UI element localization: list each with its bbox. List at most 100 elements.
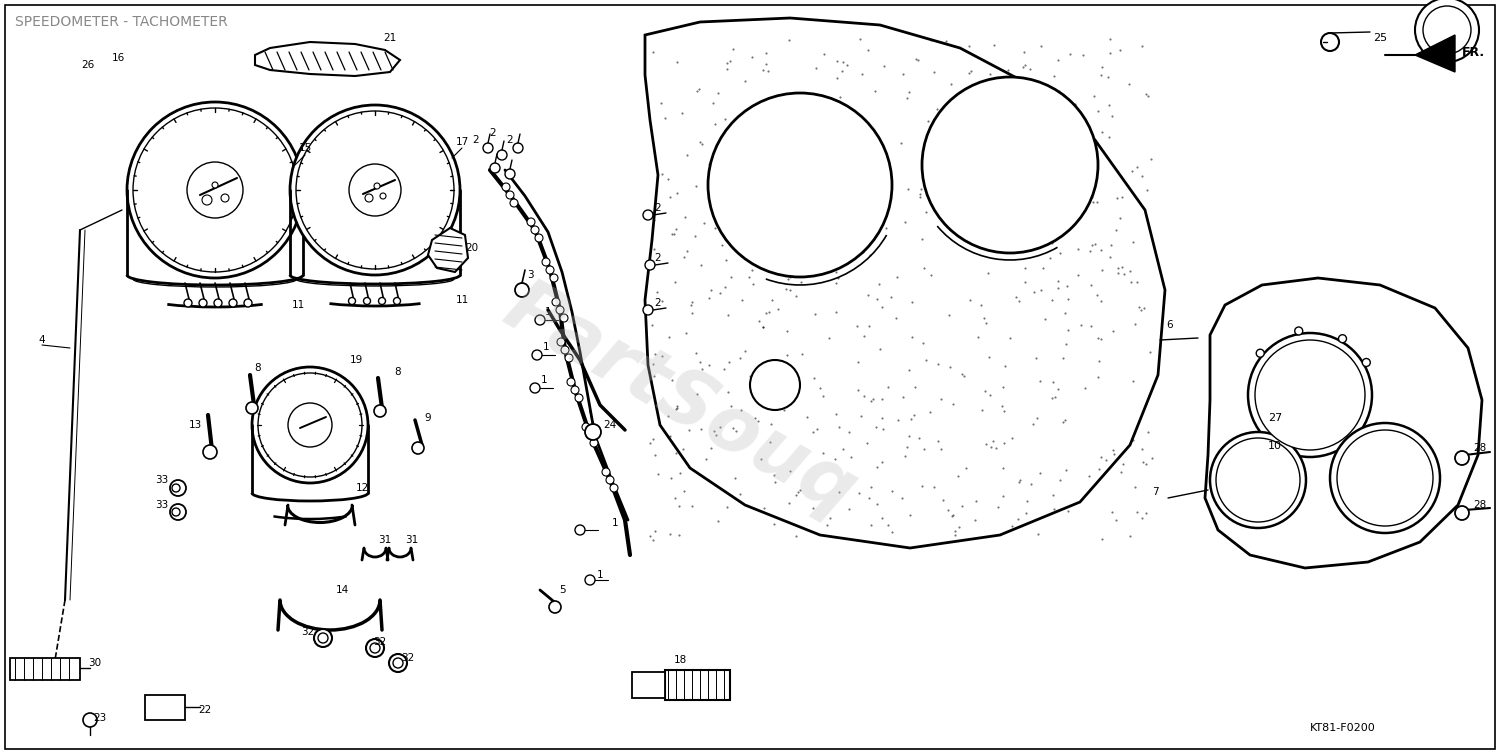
Circle shape	[244, 299, 252, 307]
Circle shape	[513, 143, 523, 153]
Text: 2: 2	[654, 203, 662, 213]
Circle shape	[644, 305, 652, 315]
Text: 8: 8	[255, 363, 261, 373]
Circle shape	[1294, 327, 1302, 335]
Text: KT81-F0200: KT81-F0200	[1310, 723, 1376, 733]
Circle shape	[1256, 349, 1264, 357]
Circle shape	[230, 299, 237, 307]
Circle shape	[1216, 438, 1300, 522]
Circle shape	[170, 480, 186, 496]
Circle shape	[510, 199, 518, 207]
Circle shape	[363, 298, 370, 305]
Text: 33: 33	[156, 475, 168, 485]
Circle shape	[1414, 0, 1479, 62]
Circle shape	[1222, 412, 1242, 432]
Text: 3: 3	[526, 270, 534, 280]
Text: 1: 1	[612, 518, 618, 528]
Polygon shape	[10, 658, 80, 680]
Text: 15: 15	[298, 143, 312, 153]
Circle shape	[374, 405, 386, 417]
Polygon shape	[664, 670, 730, 700]
Text: 9: 9	[424, 413, 432, 423]
Polygon shape	[632, 672, 664, 698]
Circle shape	[366, 639, 384, 657]
Text: 24: 24	[603, 420, 616, 430]
Text: 31: 31	[405, 535, 418, 545]
Text: 16: 16	[111, 53, 125, 63]
Circle shape	[546, 266, 554, 274]
Circle shape	[374, 183, 380, 189]
Circle shape	[202, 445, 217, 459]
Text: 31: 31	[378, 535, 392, 545]
Circle shape	[532, 350, 542, 360]
Text: 2: 2	[489, 128, 496, 138]
Circle shape	[645, 260, 656, 270]
Circle shape	[1322, 33, 1340, 51]
Circle shape	[572, 386, 579, 394]
Text: FR.: FR.	[1462, 45, 1485, 59]
Circle shape	[1227, 417, 1238, 427]
Circle shape	[506, 191, 515, 199]
Text: 28: 28	[1473, 443, 1486, 453]
Circle shape	[378, 298, 386, 305]
Circle shape	[556, 338, 566, 346]
Circle shape	[708, 93, 892, 277]
Circle shape	[610, 484, 618, 492]
Circle shape	[1218, 438, 1242, 462]
Polygon shape	[146, 695, 184, 720]
Circle shape	[503, 183, 510, 191]
Text: 2: 2	[654, 253, 662, 263]
Circle shape	[530, 383, 540, 393]
Text: 7: 7	[1152, 487, 1158, 497]
Circle shape	[561, 346, 568, 354]
Text: 6: 6	[1167, 320, 1173, 330]
Circle shape	[211, 182, 217, 188]
Text: 22: 22	[198, 705, 211, 715]
Text: 1: 1	[543, 342, 549, 352]
Circle shape	[296, 111, 454, 269]
Circle shape	[388, 654, 406, 672]
Text: 10: 10	[1268, 441, 1282, 451]
Circle shape	[1330, 423, 1440, 533]
Text: 27: 27	[1268, 413, 1282, 423]
Text: 23: 23	[93, 713, 106, 723]
Text: 2: 2	[654, 298, 662, 308]
Circle shape	[602, 468, 610, 476]
Circle shape	[531, 226, 538, 234]
Circle shape	[172, 508, 180, 516]
Circle shape	[606, 476, 613, 484]
Polygon shape	[427, 228, 468, 272]
Text: 25: 25	[1372, 33, 1388, 43]
Text: 20: 20	[465, 243, 478, 253]
Circle shape	[536, 315, 544, 325]
Circle shape	[490, 163, 500, 173]
Circle shape	[483, 143, 494, 153]
Circle shape	[536, 234, 543, 242]
Circle shape	[318, 633, 328, 643]
Circle shape	[82, 713, 98, 727]
Circle shape	[550, 274, 558, 282]
Text: 1: 1	[544, 307, 552, 317]
Circle shape	[556, 306, 564, 314]
Circle shape	[246, 402, 258, 414]
Text: 8: 8	[394, 367, 402, 377]
Circle shape	[214, 299, 222, 307]
Text: 30: 30	[88, 658, 102, 668]
Circle shape	[380, 193, 386, 199]
Circle shape	[288, 403, 332, 447]
Circle shape	[1338, 335, 1347, 343]
Text: 2: 2	[507, 135, 513, 145]
Circle shape	[496, 150, 507, 160]
Text: 26: 26	[81, 60, 94, 70]
Circle shape	[1455, 451, 1468, 465]
Circle shape	[258, 373, 362, 477]
Text: PartSouq: PartSouq	[490, 270, 868, 530]
Text: 14: 14	[336, 585, 348, 595]
Circle shape	[184, 299, 192, 307]
Text: 19: 19	[350, 355, 363, 365]
Circle shape	[506, 169, 515, 179]
Circle shape	[750, 360, 800, 410]
Text: 32: 32	[374, 637, 387, 647]
Circle shape	[560, 314, 568, 322]
Text: SPEEDOMETER - TACHOMETER: SPEEDOMETER - TACHOMETER	[15, 15, 228, 29]
